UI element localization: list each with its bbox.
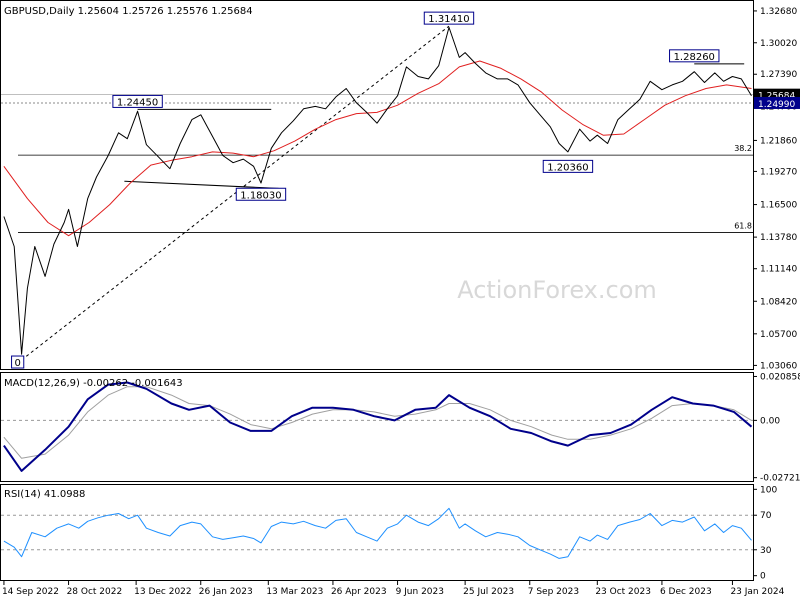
x-tick-label: 7 Sep 2023 <box>528 587 579 597</box>
rsi-tick-label: 0 <box>760 572 766 582</box>
fib-level-label: 38.2 <box>734 144 752 153</box>
price-annotation-box <box>423 11 475 25</box>
rsi-tick-label: 30 <box>760 546 772 556</box>
price-annotation-box <box>112 94 163 108</box>
price-tick-label: 1.08420 <box>760 297 797 307</box>
price-tick-label: 1.21860 <box>760 136 797 146</box>
x-tick-label: 23 Oct 2023 <box>595 587 651 597</box>
x-tick-label: 13 Mar 2023 <box>266 587 323 597</box>
price-tick-label: 1.13780 <box>760 233 797 243</box>
x-tick-label: 23 Jan 2024 <box>730 587 784 597</box>
watermark: ActionForex.com <box>457 276 657 304</box>
price-panel-frame <box>0 0 754 370</box>
support-price-label: 1.24990 <box>758 100 795 110</box>
price-annotation-label: 0 <box>14 358 20 369</box>
moving-average-line <box>3 60 752 237</box>
macd-signal-line <box>3 386 752 459</box>
x-axis: 14 Sep 2022 28 Oct 2022 13 Dec 2022 26 Jan … <box>2 581 785 597</box>
price-tick-label: 1.30020 <box>760 39 797 49</box>
x-tick-label: 26 Apr 2023 <box>331 587 387 597</box>
fibonacci-dashed-trendline <box>21 25 450 361</box>
rsi-tick-label: 70 <box>760 511 772 521</box>
rsi-layer: 100 70 30 0 <box>1 485 777 582</box>
price-tick-label: 1.05700 <box>760 330 797 340</box>
price-annotation-label: 1.24450 <box>117 97 158 108</box>
price-tick-label: 1.32680 <box>760 7 797 17</box>
x-tick-label: 26 Jan 2023 <box>199 587 253 597</box>
support-price-box <box>754 96 800 109</box>
price-annotation-box <box>669 49 720 63</box>
fib-level-label: 61.8 <box>734 221 752 230</box>
rsi-panel-frame <box>0 484 754 581</box>
macd-panel-title: MACD(12,26,9) -0.00262 -0.001643 <box>4 378 183 389</box>
x-tick-label: 9 Jun 2023 <box>396 587 444 597</box>
rsi-tick-label: 100 <box>760 485 777 495</box>
rsi-line <box>3 507 752 559</box>
price-layer: 1.326801.300201.273901.247001.218601.192… <box>1 7 800 371</box>
price-tick-label: 1.19270 <box>760 167 797 177</box>
current-price-label: 1.25684 <box>758 92 795 102</box>
price-tick-label: 1.11140 <box>760 265 797 275</box>
macd-tick-label: -0.027213 <box>760 474 800 484</box>
price-annotation-label: 1.31410 <box>428 14 469 25</box>
macd-main-line <box>3 381 753 472</box>
price-tick-label: 1.27390 <box>760 70 797 80</box>
price-tick-label: 1.16500 <box>760 201 797 211</box>
x-tick-label: 25 Jul 2023 <box>463 587 514 597</box>
x-tick-label: 6 Dec 2023 <box>660 587 712 597</box>
macd-tick-label: 0.020858 <box>760 372 800 382</box>
x-tick-label: 14 Sep 2022 <box>2 587 59 597</box>
macd-layer: 0.020858 0.00 -0.027213 <box>1 372 800 484</box>
price-annotation-box <box>11 355 25 369</box>
price-annotation-label: 1.18030 <box>240 190 281 201</box>
macd-tick-label: 0.00 <box>760 416 780 426</box>
macd-panel-frame <box>0 372 754 482</box>
price-annotation-label: 1.28260 <box>674 52 715 63</box>
x-tick-label: 13 Dec 2022 <box>134 587 192 597</box>
price-annotation-label: 1.20360 <box>547 162 588 173</box>
price-panel-title: GBPUSD,Daily 1.25604 1.25726 1.25576 1.2… <box>4 6 253 17</box>
price-annotation-box <box>542 159 594 173</box>
support-trendline <box>124 180 279 189</box>
price-tick-label: 1.03060 <box>760 361 797 371</box>
price-line <box>3 26 752 355</box>
x-tick-label: 28 Oct 2022 <box>67 587 123 597</box>
rsi-panel-title: RSI(14) 41.0988 <box>4 489 85 500</box>
price-annotation-box <box>235 187 287 201</box>
